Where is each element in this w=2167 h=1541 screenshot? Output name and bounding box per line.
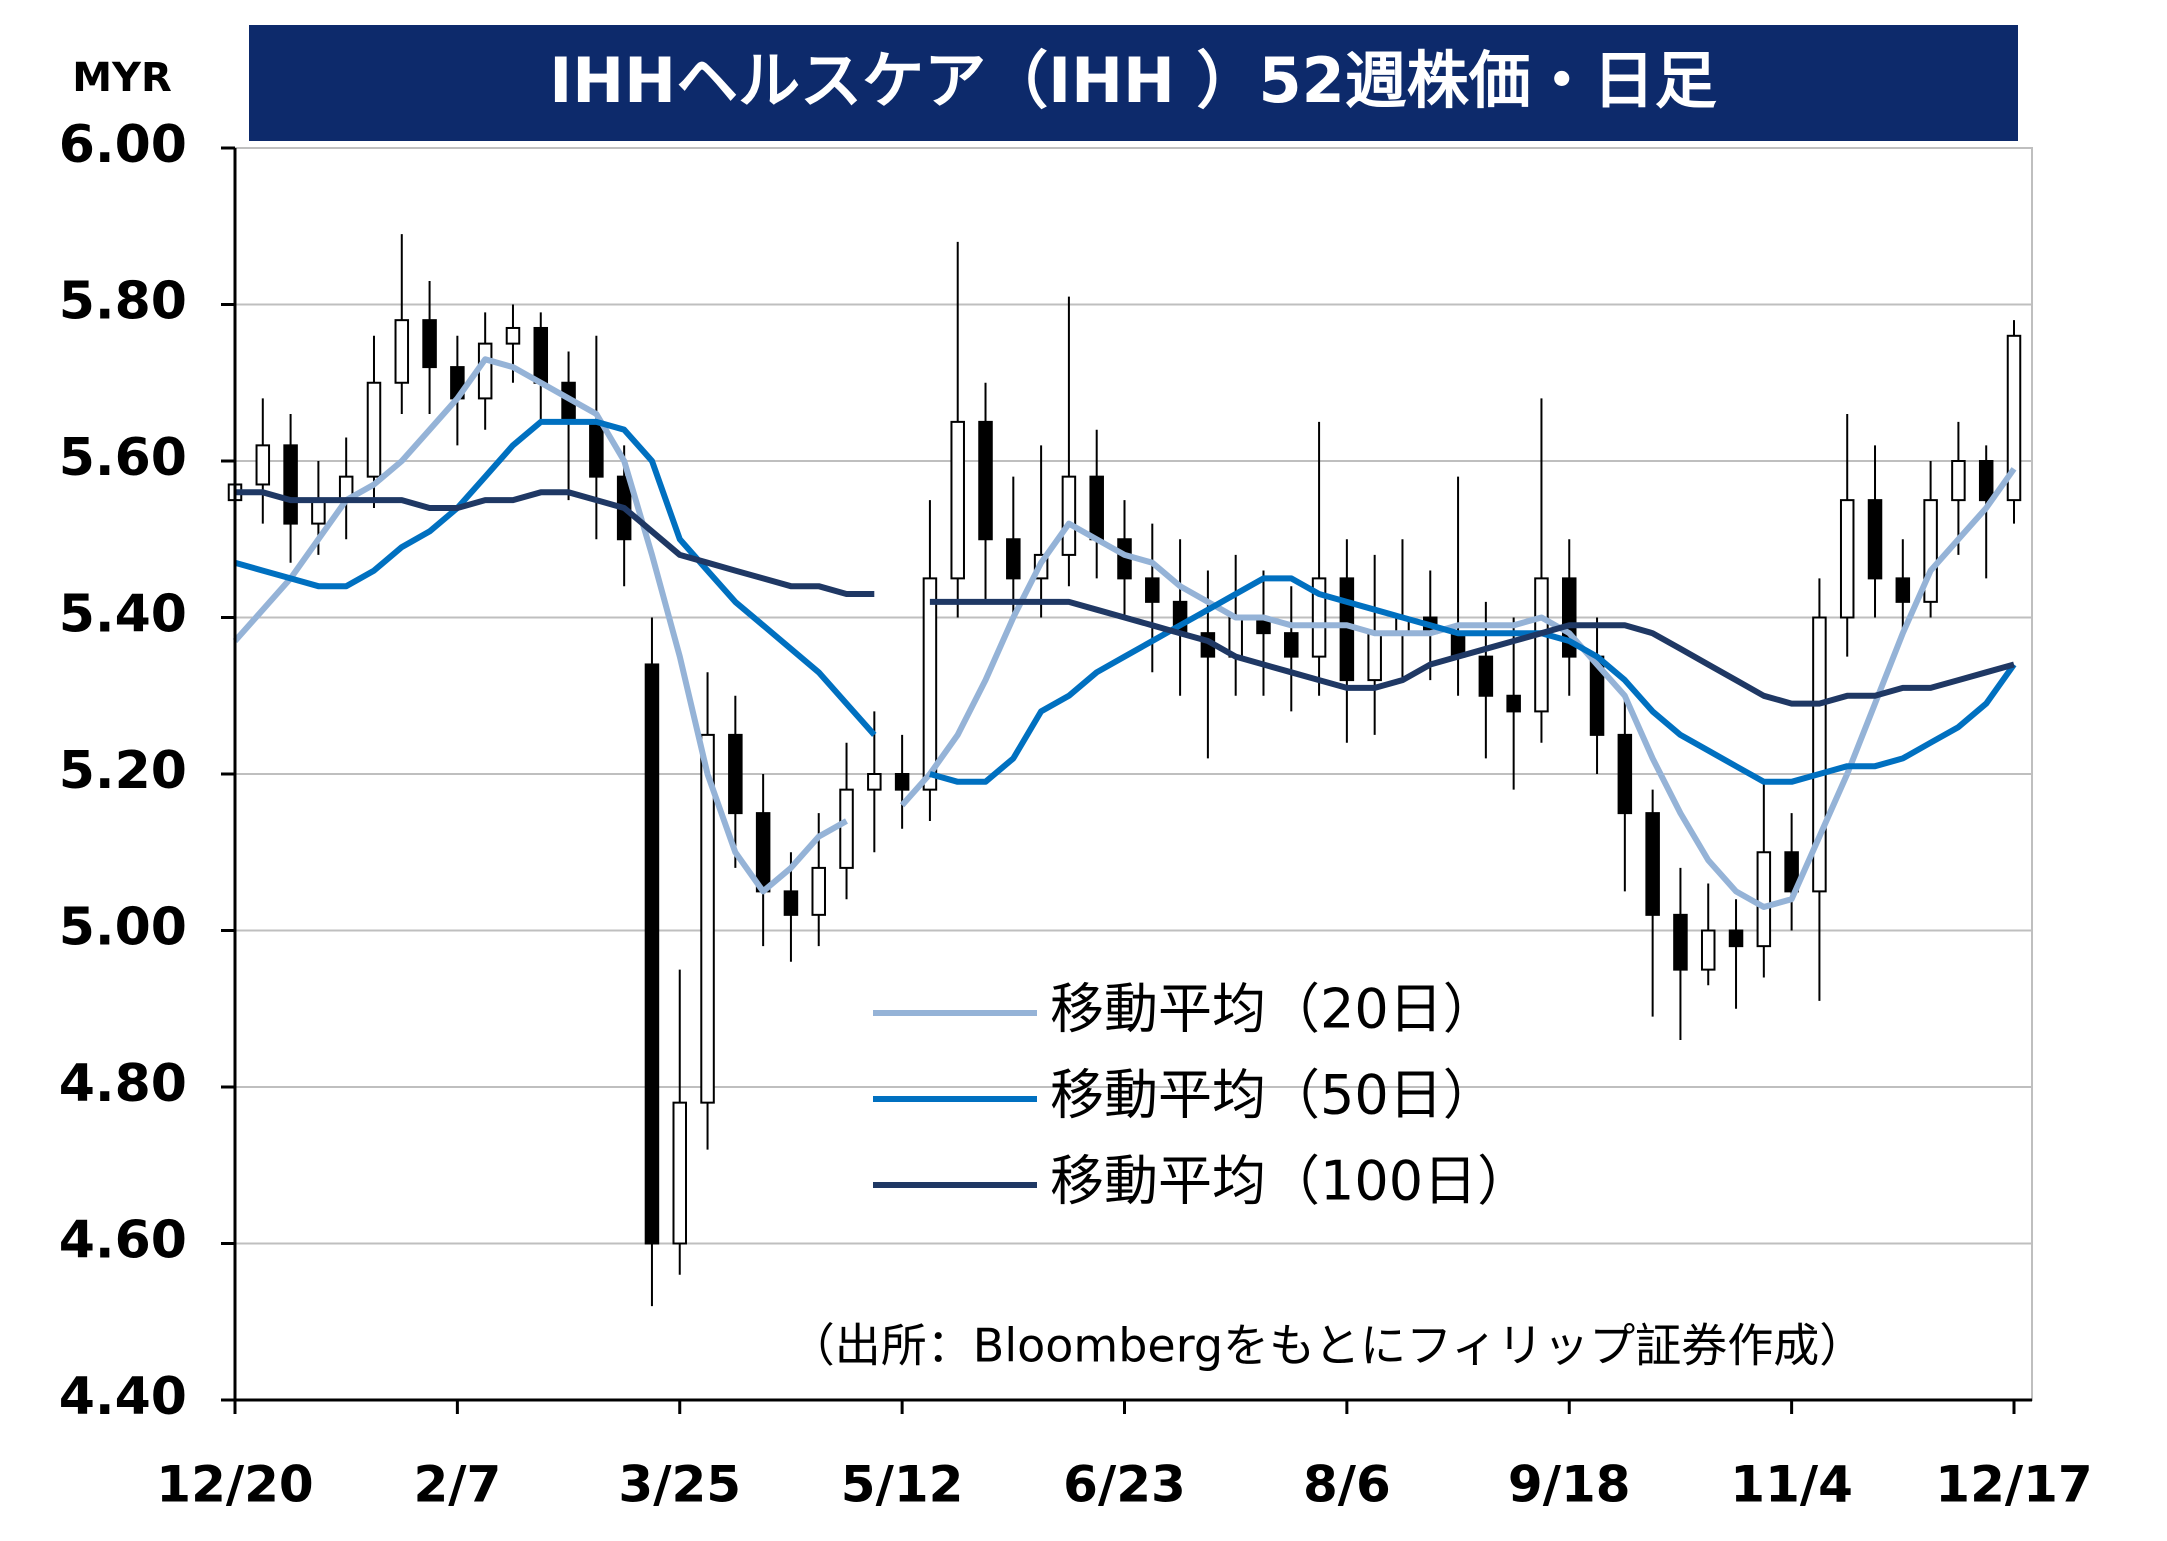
candle-body <box>311 499 326 525</box>
ma-line <box>235 489 2015 707</box>
candle-body <box>533 326 549 384</box>
candle-body <box>978 420 993 541</box>
y-tick-label: 5.60 <box>59 428 187 488</box>
y-tick-label: 5.40 <box>59 585 187 645</box>
y-tick-label: 4.40 <box>59 1367 187 1427</box>
y-tick-label: 6.00 <box>59 115 187 175</box>
candle-body <box>839 788 854 869</box>
x-tick-label: 3/25 <box>618 1456 741 1514</box>
candle-body <box>894 773 910 791</box>
candle-body <box>1006 538 1021 580</box>
title-bar <box>249 25 2018 141</box>
candle-body <box>1728 929 1744 948</box>
candle-body <box>505 326 521 345</box>
candle-body <box>1700 929 1716 971</box>
x-tick-label: 5/12 <box>841 1456 964 1514</box>
candle-body <box>1673 913 1688 971</box>
candle-body <box>589 420 604 478</box>
y-tick-label: 5.20 <box>59 741 187 801</box>
candle-body <box>2006 334 2022 502</box>
x-tick-label: 12/20 <box>156 1456 313 1514</box>
candle-body <box>1367 632 1382 682</box>
candle-body <box>477 342 493 400</box>
candle-body <box>394 319 410 384</box>
candle-body <box>1617 733 1633 815</box>
y-tick-label: 5.80 <box>59 272 187 332</box>
candle-body <box>950 420 965 580</box>
candle-body <box>700 733 715 1104</box>
chart-title: IHHヘルスケア（IHH ）52週株価・日足 <box>549 44 1717 117</box>
legend-label: 移動平均（20日） <box>1050 978 1497 1041</box>
x-tick-label: 6/23 <box>1063 1456 1186 1514</box>
legend-label: 移動平均（100日） <box>1050 1150 1531 1213</box>
candle-body <box>1951 460 1966 502</box>
candle-body <box>366 381 382 478</box>
candle-body <box>728 733 743 815</box>
candle-body <box>255 444 271 486</box>
x-tick-label: 12/17 <box>1935 1456 2092 1514</box>
x-tick-label: 9/18 <box>1508 1456 1631 1514</box>
candle-body <box>1284 632 1299 658</box>
candle-body <box>672 1101 688 1245</box>
x-tick-label: 8/6 <box>1303 1456 1391 1514</box>
candle-body <box>1645 812 1660 916</box>
moving-averages <box>232 356 2017 910</box>
candle-body <box>1784 851 1799 893</box>
candle-body <box>1867 499 1883 580</box>
candle-body <box>1478 655 1494 697</box>
y-tick-label: 5.00 <box>59 898 187 958</box>
y-tick-label: 4.80 <box>59 1054 187 1114</box>
candle-body <box>1145 577 1160 603</box>
candle-body <box>811 866 826 916</box>
ma-line <box>232 356 2017 910</box>
candle-body <box>422 319 437 369</box>
candle-body <box>644 663 660 1245</box>
candle-body <box>1839 499 1855 619</box>
x-tick-label: 2/7 <box>413 1456 501 1514</box>
candle-body <box>922 577 938 791</box>
y-tick-label: 4.60 <box>59 1211 187 1271</box>
candle-body <box>867 773 882 791</box>
candle-body <box>783 890 799 916</box>
candle-body <box>1534 577 1549 713</box>
ma-line <box>234 418 2017 785</box>
candle-body <box>1756 851 1772 948</box>
candle-body <box>1061 475 1077 556</box>
candle-body <box>1506 694 1521 713</box>
y-axis-label: MYR <box>72 55 172 101</box>
candle-body <box>1895 577 1911 603</box>
candle-body <box>283 444 298 525</box>
source-note: （出所：Bloombergをもとにフィリップ証券作成） <box>789 1319 1865 1373</box>
candle-body <box>755 812 771 893</box>
candle-body <box>1978 460 1994 502</box>
legend-label: 移動平均（50日） <box>1050 1064 1497 1127</box>
candle-body <box>1089 475 1104 541</box>
x-tick-label: 11/4 <box>1730 1456 1853 1514</box>
